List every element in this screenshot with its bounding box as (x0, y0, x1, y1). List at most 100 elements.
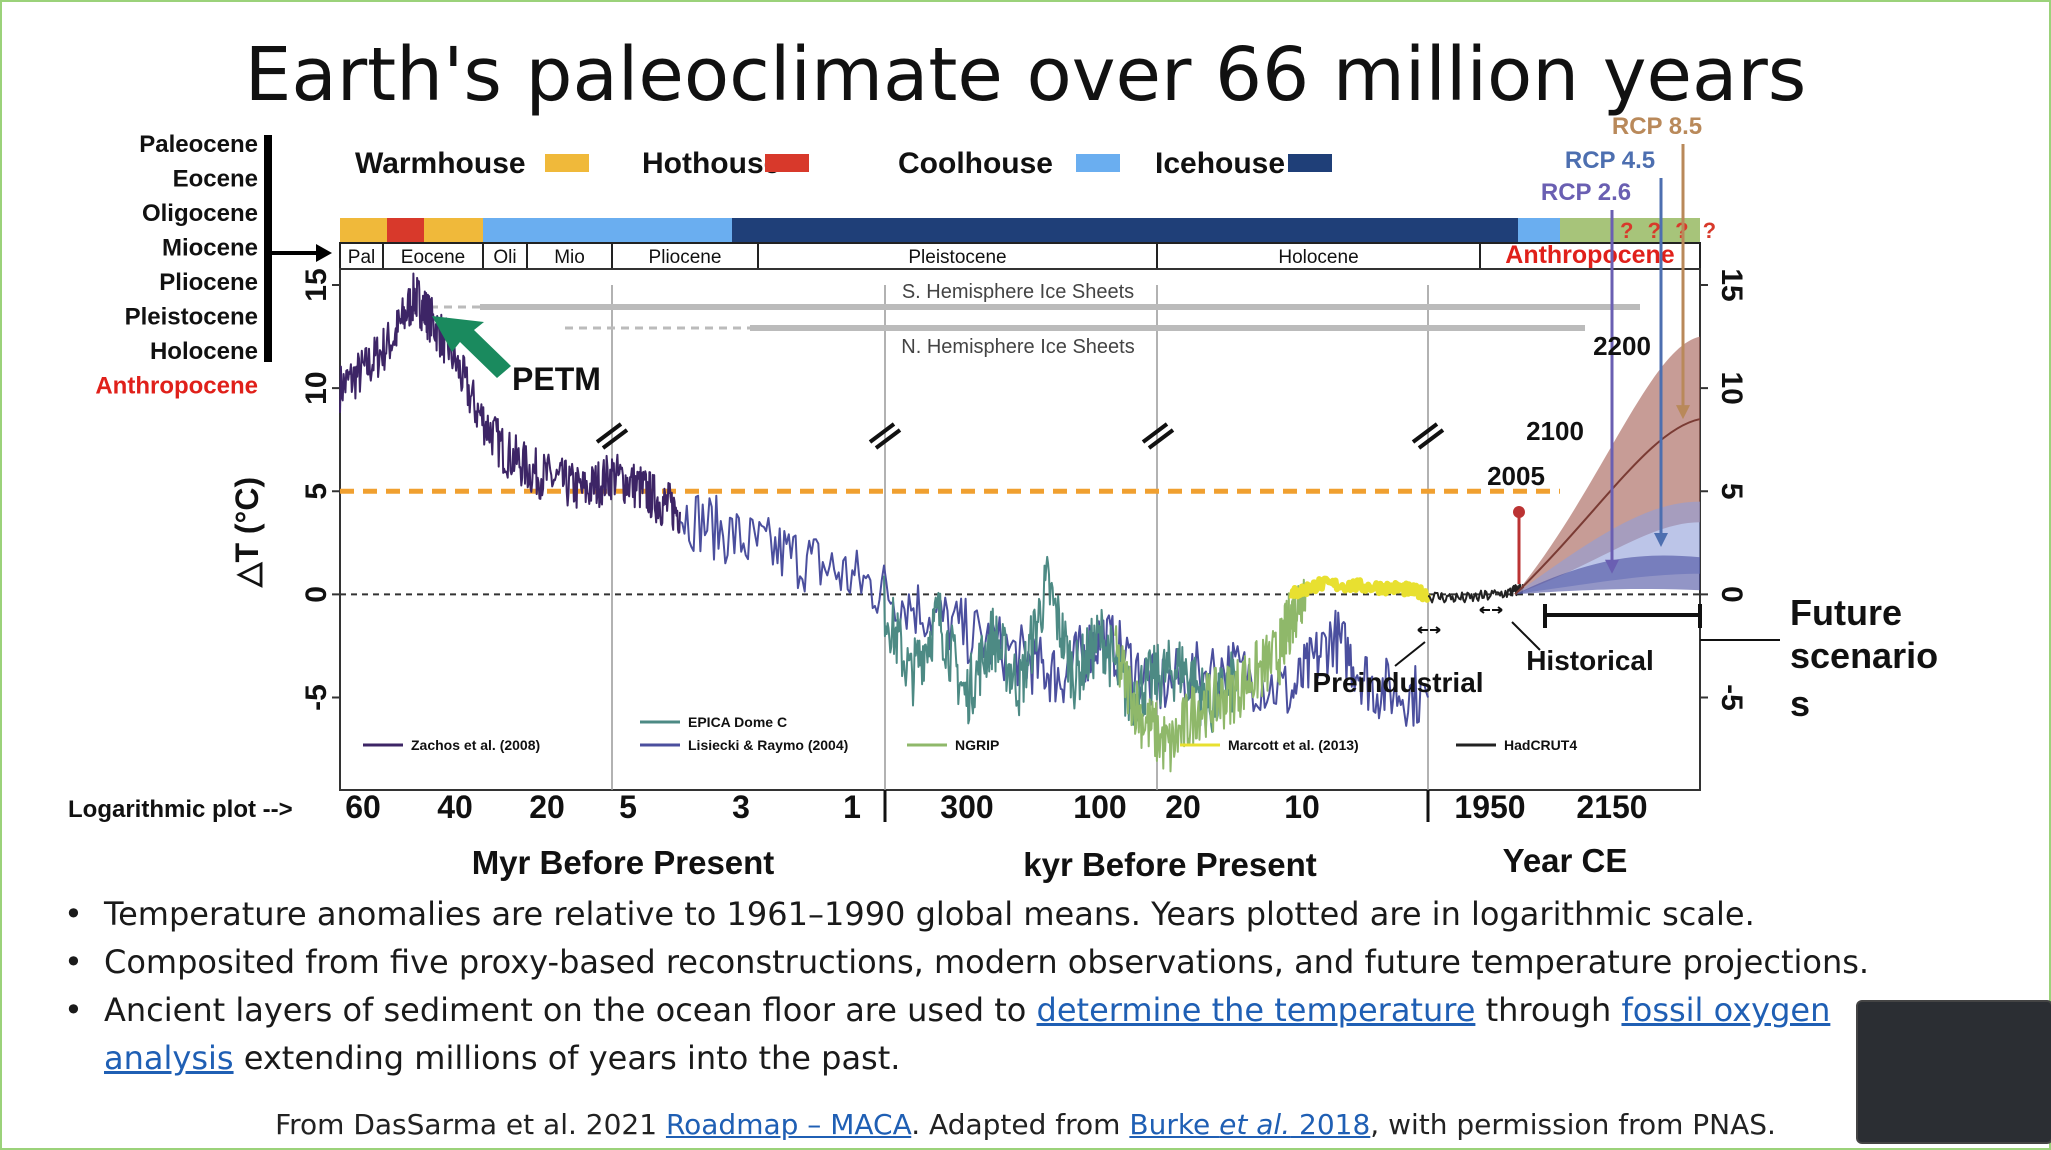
legend-icehouse-swatch (1288, 154, 1332, 172)
epoch-list-miocene: Miocene (162, 235, 258, 262)
rcp85-median (1514, 418, 1701, 596)
series-line-5 (1427, 583, 1525, 604)
epoch-cell-mio: Mio (554, 247, 585, 268)
axis-break-0 (595, 422, 629, 450)
future-label-line-3: s (1790, 683, 1810, 724)
bullet-list: Temperature anomalies are relative to 19… (64, 890, 1964, 1082)
petm-arrow (432, 316, 511, 378)
link-burke-author: Burke (1129, 1108, 1220, 1141)
bullet-3: Ancient layers of sediment on the ocean … (64, 986, 1964, 1082)
axis-break-1 (868, 422, 902, 450)
credit-text: From DasSarma et al. 2021 (275, 1108, 666, 1141)
year-2005-marker-dot (1513, 506, 1525, 518)
link-determine-temperature[interactable]: determine the temperature (1036, 991, 1476, 1029)
dataset-legend-label-2: Lisiecki & Raymo (2004) (688, 737, 848, 753)
series-line-4 (1289, 575, 1431, 603)
epoch-list-oligocene: Oligocene (142, 200, 258, 227)
epoch-cell-eocene: Eocene (401, 247, 465, 268)
rcp26-band (1515, 555, 1700, 595)
ytick-label-right--5: -5 (1715, 684, 1748, 711)
rcp-label-2: RCP 2.6 (1541, 179, 1631, 206)
axis-break-2 (1141, 422, 1175, 450)
dataset-legend-label-3: NGRIP (955, 737, 999, 753)
historical-leader (1511, 621, 1541, 651)
climate-bar-segment-0 (340, 218, 387, 243)
epoch-list-paleocene: Paleocene (139, 131, 258, 158)
future-label-line-1: Future (1790, 592, 1902, 633)
video-overlay-thumbnail[interactable] (1858, 1002, 2051, 1142)
epoch-row (339, 242, 1701, 270)
ytick-label-left-5: 5 (300, 483, 333, 500)
ytick-label-right-10: 10 (1715, 371, 1748, 404)
petm-label: PETM (512, 361, 601, 397)
epoch-list-pleistocene: Pleistocene (125, 304, 258, 331)
xtick-label-1-10: 10 (1284, 789, 1320, 825)
series-line-3 (1114, 578, 1307, 773)
question-marks: ? ? ? ? (1620, 218, 1720, 243)
legend-icehouse-label: Icehouse (1155, 147, 1285, 180)
xtick-label-0-60: 60 (345, 789, 381, 825)
xtick-label-2-2150: 2150 (1576, 789, 1647, 825)
ytick-label-left-10: 10 (300, 371, 333, 404)
rcp-label-0: RCP 8.5 (1612, 113, 1702, 140)
x-axis-label-year: Year CE (1503, 842, 1628, 879)
epoch-cell-oli: Oli (493, 247, 516, 268)
xtick-label-1-300: 300 (940, 789, 993, 825)
xtick-label-0-40: 40 (437, 789, 473, 825)
link-burke-2018[interactable]: Burke et al. 2018 (1129, 1108, 1370, 1141)
preindustrial-label: Preindustrial (1312, 667, 1483, 698)
epoch-arrow-head (316, 244, 332, 262)
bullet-2-text: Composited from five proxy-based reconst… (104, 943, 1870, 981)
xtick-label-2-1950: 1950 (1454, 789, 1525, 825)
bullet-2: Composited from five proxy-based reconst… (64, 938, 1964, 986)
legend-hothouse-swatch (765, 154, 809, 172)
epoch-list-holocene: Holocene (150, 338, 258, 365)
dataset-legend-label-0: Zachos et al. (2008) (411, 737, 540, 753)
link-burke-year: 2018 (1290, 1108, 1371, 1141)
climate-bar-segment-2 (424, 218, 483, 243)
series-line-1 (679, 494, 1429, 727)
y-axis-label: △T (°C) (229, 477, 265, 588)
xtick-label-0-1: 1 (843, 789, 861, 825)
legend-coolhouse-label: Coolhouse (898, 147, 1053, 180)
rcp-arrowhead-0 (1676, 405, 1690, 420)
legend-hothouse-label: Hothouse (642, 147, 780, 180)
bullet-1: Temperature anomalies are relative to 19… (64, 890, 1964, 938)
ice-sheet-south-label: S. Hemisphere Ice Sheets (902, 281, 1134, 303)
link-roadmap-maca[interactable]: Roadmap – MACA (665, 1108, 912, 1141)
year-2005-label: 2005 (1487, 461, 1545, 491)
rcp-arrowhead-2 (1605, 559, 1619, 574)
slide-title: Earth's paleoclimate over 66 million yea… (244, 32, 1807, 118)
epoch-list-eocene: Eocene (173, 166, 258, 193)
legend-warmhouse-label: Warmhouse (355, 147, 526, 180)
preindustrial-leader (1394, 641, 1426, 667)
epoch-cell-pliocene: Pliocene (649, 247, 722, 268)
ytick-label-left-15: 15 (300, 268, 333, 301)
link-fossil-oxygen[interactable]: fossil oxygen (1621, 991, 1831, 1029)
x-axis-label-kyr: kyr Before Present (1023, 846, 1316, 883)
preindustrial-arrows (1417, 626, 1441, 634)
series-line-2 (883, 555, 1239, 733)
historical-arrows (1479, 606, 1503, 614)
axis-break-3 (1411, 422, 1445, 450)
link-analysis[interactable]: analysis (104, 1039, 234, 1077)
source-credit: From DasSarma et al. 2021 Roadmap – MACA… (0, 1108, 2051, 1141)
x-axis-label-myr: Myr Before Present (472, 844, 775, 881)
dataset-legend-label-4: Marcott et al. (2013) (1228, 737, 1359, 753)
future-bracket (1543, 604, 1702, 628)
climate-bar-segment-3 (483, 218, 732, 243)
xtick-label-0-3: 3 (732, 789, 750, 825)
series-line-0 (339, 272, 681, 534)
ice-sheet-north-label: N. Hemisphere Ice Sheets (901, 336, 1134, 358)
ytick-label-right-5: 5 (1715, 483, 1748, 500)
climate-bar-future (1560, 218, 1700, 243)
xtick-label-0-5: 5 (619, 789, 637, 825)
xtick-label-1-100: 100 (1073, 789, 1126, 825)
historical-label: Historical (1526, 645, 1654, 676)
xtick-label-1-20: 20 (1165, 789, 1201, 825)
ytick-label-right-0: 0 (1715, 586, 1748, 603)
rcp-label-1: RCP 4.5 (1565, 147, 1655, 174)
bullet-1-text: Temperature anomalies are relative to 19… (104, 895, 1755, 933)
